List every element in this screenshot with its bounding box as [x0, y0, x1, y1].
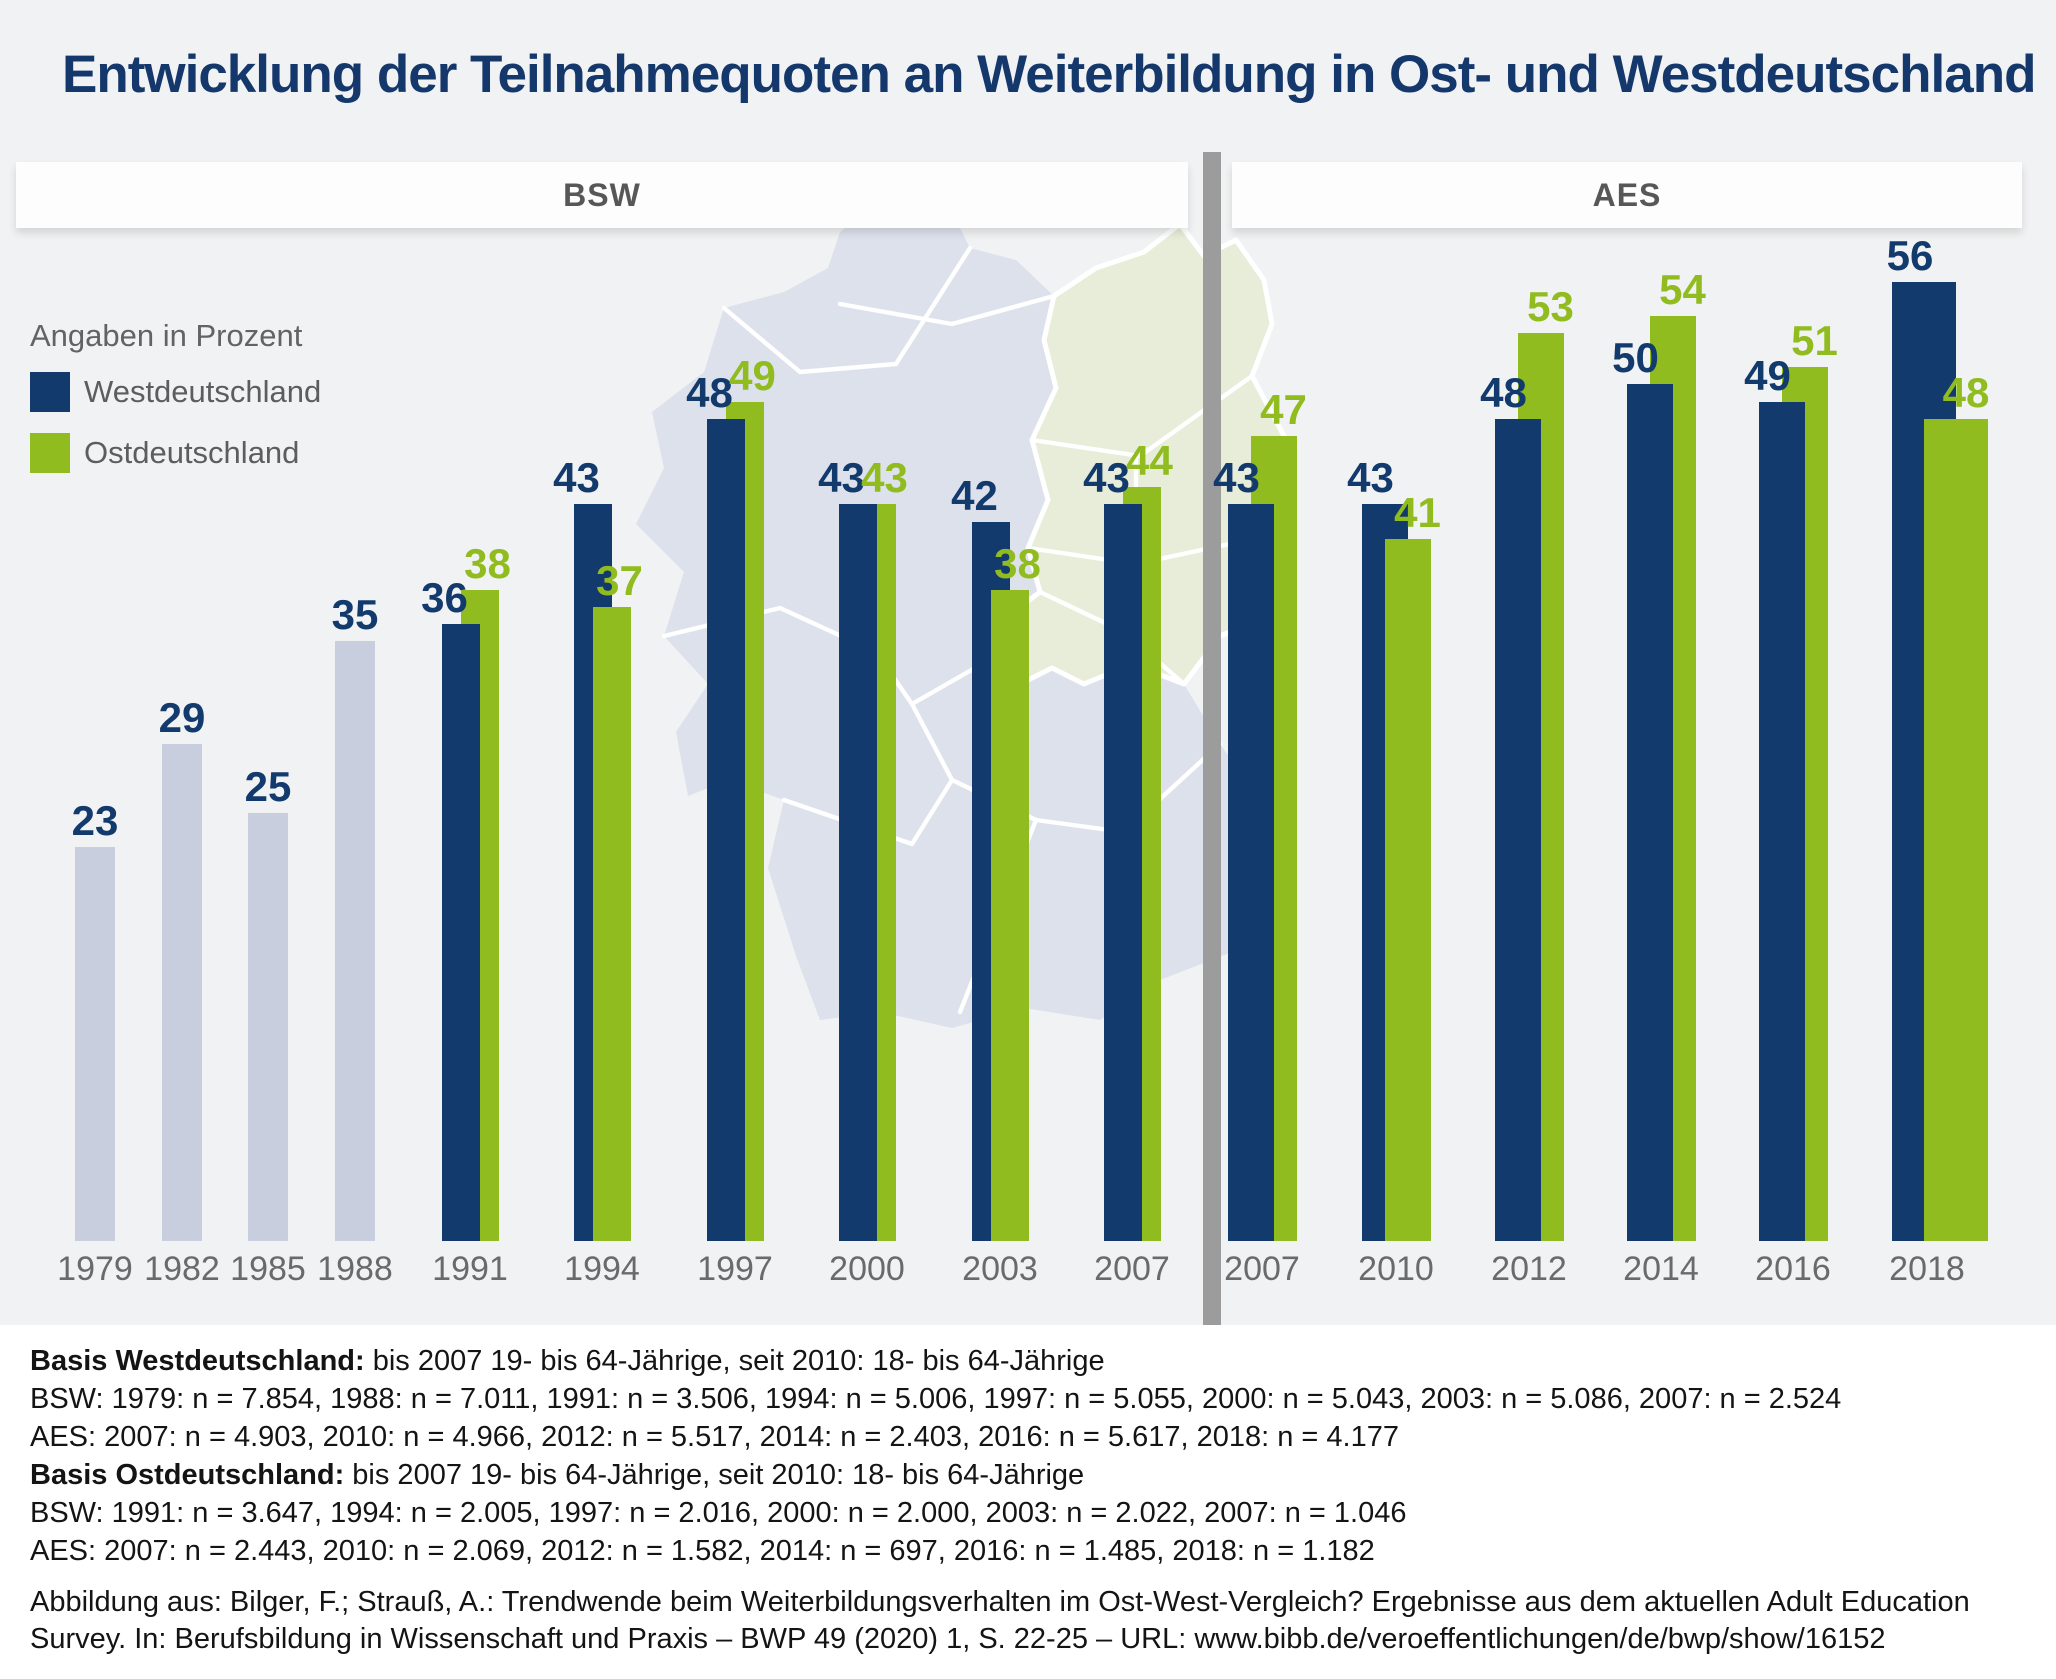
legend-unit-note: Angaben in Prozent: [30, 318, 303, 353]
source-url[interactable]: www.bibb.de/veroeffentlichungen/de/bwp/s…: [1194, 1623, 1886, 1655]
value-label-west-AES-2007: 43: [1213, 454, 1260, 501]
value-label-west-AES-2016: 49: [1744, 352, 1791, 399]
year-label-BSW-2003: 2003: [962, 1250, 1038, 1288]
bar-west-BSW-1991: [441, 624, 480, 1241]
year-label-BSW-1988: 1988: [317, 1250, 393, 1288]
year-label-AES-2012: 2012: [1491, 1250, 1567, 1288]
footnote-line: BSW: 1991: n = 3.647, 1994: n = 2.005, 1…: [30, 1497, 1407, 1529]
year-label-BSW-1997: 1997: [697, 1250, 773, 1288]
value-label-west-BSW-2000: 43: [818, 454, 865, 501]
value-label-west-AES-2018: 56: [1886, 232, 1934, 279]
value-label-east-AES-2014: 54: [1659, 266, 1706, 313]
footnote-line: AES: 2007: n = 2.443, 2010: n = 2.069, 2…: [30, 1535, 1375, 1567]
footnote-line: Basis Westdeutschland: bis 2007 19- bis …: [30, 1345, 1105, 1377]
value-label-west-BSW-2007: 43: [1083, 454, 1130, 501]
bar-west-BSW-2000: [838, 504, 877, 1241]
value-label-east-AES-2010: 41: [1394, 489, 1441, 536]
bar-east-BSW-2003: [990, 590, 1029, 1241]
year-label-AES-2010: 2010: [1358, 1250, 1434, 1288]
value-label-west-BSW-1991: 36: [421, 574, 468, 621]
bar-west-AES-2014: [1626, 384, 1673, 1241]
year-label-BSW-2007: 2007: [1094, 1250, 1170, 1288]
footnote-line: AES: 2007: n = 4.903, 2010: n = 4.966, 2…: [30, 1421, 1399, 1453]
legend: Angaben in Prozent Westdeutschland Ostde…: [30, 318, 321, 494]
bar-west-1982: [162, 744, 202, 1241]
year-label-BSW-1979: 1979: [57, 1250, 133, 1288]
value-label-east-BSW-1997: 49: [729, 352, 776, 399]
value-label-east-BSW-2003: 38: [994, 540, 1041, 587]
legend-label-west: Westdeutschland: [84, 374, 322, 409]
legend-row-west: Westdeutschland: [30, 372, 321, 412]
year-label-BSW-1994: 1994: [564, 1250, 640, 1288]
value-label-west-1982: 29: [158, 694, 206, 741]
section-header-aes-label: AES: [1592, 176, 1662, 213]
year-label-AES-2018: 2018: [1889, 1250, 1965, 1288]
value-label-west-AES-2010: 43: [1347, 454, 1394, 501]
source-line-2-text: Survey. In: Berufsbildung in Wissenschaf…: [30, 1623, 1195, 1655]
legend-swatch-east: [30, 433, 70, 473]
value-label-east-BSW-2000: 43: [861, 454, 908, 501]
value-label-east-AES-2007: 47: [1260, 386, 1307, 433]
value-label-west-BSW-1997: 48: [686, 369, 733, 416]
value-label-east-AES-2016: 51: [1791, 317, 1838, 364]
bar-west-BSW-1997: [706, 419, 745, 1241]
year-label-AES-2016: 2016: [1755, 1250, 1831, 1288]
source-line-1: Abbildung aus: Bilger, F.; Strauß, A.: T…: [30, 1586, 1970, 1618]
legend-swatch-west: [30, 372, 70, 412]
value-label-west-1979: 23: [71, 797, 119, 844]
value-label-east-BSW-1994: 37: [596, 557, 643, 604]
value-label-west-AES-2014: 50: [1612, 334, 1659, 381]
legend-label-east: Ostdeutschland: [84, 435, 300, 470]
legend-row-east: Ostdeutschland: [30, 433, 321, 473]
value-label-west-1985: 25: [244, 763, 292, 810]
bar-west-1988: [335, 641, 375, 1241]
footnotes-block: Basis Westdeutschland: bis 2007 19- bis …: [30, 1342, 2030, 1570]
year-label-BSW-1991: 1991: [432, 1250, 508, 1288]
source-line-2: Survey. In: Berufsbildung in Wissenschaf…: [30, 1621, 2030, 1658]
section-divider-bar: [1203, 152, 1221, 1325]
section-header-aes: AES: [1232, 162, 2022, 228]
section-header-bsw-label: BSW: [563, 176, 641, 213]
page-title: Entwicklung der Teilnahmequoten an Weite…: [62, 45, 2036, 104]
value-label-west-1988: 35: [331, 591, 379, 638]
year-label-BSW-1985: 1985: [230, 1250, 306, 1288]
bar-west-AES-2007: [1227, 504, 1274, 1241]
value-label-west-BSW-2003: 42: [951, 472, 998, 519]
bar-west-BSW-2007: [1103, 504, 1142, 1241]
section-header-bsw: BSW: [16, 162, 1188, 228]
value-label-east-AES-2018: 48: [1942, 369, 1990, 416]
bar-west-1979: [75, 847, 115, 1241]
footnote-line: Basis Ostdeutschland: bis 2007 19- bis 6…: [30, 1459, 1085, 1491]
value-label-west-BSW-1994: 43: [553, 454, 600, 501]
bar-west-AES-2016: [1758, 402, 1805, 1241]
bar-chart: 23 1979 29 1982 25 1985 35 1988 36 38 1991 43 37 1994…: [57, 232, 1990, 1288]
year-label-BSW-2000: 2000: [829, 1250, 905, 1288]
value-label-east-BSW-2007: 44: [1126, 437, 1173, 484]
value-label-east-BSW-1991: 38: [464, 540, 511, 587]
bar-west-AES-2012: [1494, 419, 1541, 1241]
footnote-line: BSW: 1979: n = 7.854, 1988: n = 7.011, 1…: [30, 1383, 1842, 1415]
value-label-west-AES-2012: 48: [1480, 369, 1527, 416]
bar-east-AES-2018: [1924, 419, 1988, 1241]
year-label-BSW-1982: 1982: [144, 1250, 220, 1288]
year-label-AES-2007: 2007: [1224, 1250, 1300, 1288]
source-attribution: Abbildung aus: Bilger, F.; Strauß, A.: T…: [30, 1584, 2030, 1658]
bar-west-1985: [248, 813, 288, 1241]
bar-east-AES-2010: [1384, 539, 1431, 1241]
year-label-AES-2014: 2014: [1623, 1250, 1699, 1288]
value-label-east-AES-2012: 53: [1527, 283, 1574, 330]
bar-east-BSW-1994: [592, 607, 631, 1241]
